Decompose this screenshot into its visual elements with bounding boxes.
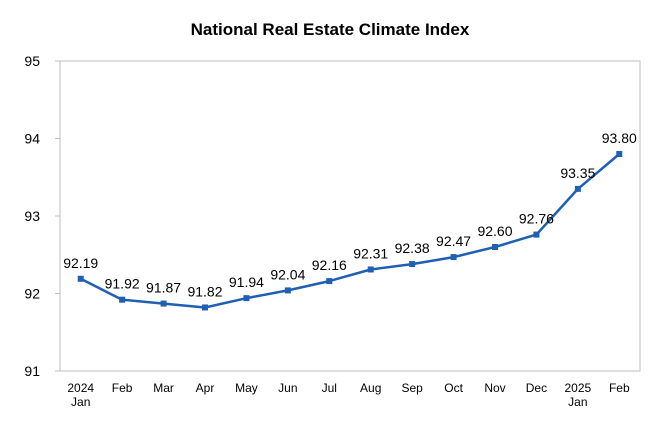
x-tick-label: Dec: [526, 381, 547, 395]
x-tick-label: Oct: [444, 381, 463, 395]
x-tick-label: Jul: [322, 381, 337, 395]
data-point: [284, 287, 291, 294]
data-label: 93.80: [602, 130, 637, 146]
x-tick-label: Jan: [71, 395, 90, 409]
data-point: [492, 244, 498, 250]
data-label: 92.38: [395, 240, 430, 256]
data-point: [409, 261, 416, 268]
data-point: [77, 275, 84, 282]
data-point: [326, 278, 333, 285]
data-point: [450, 254, 457, 261]
series-line: [80, 153, 621, 309]
data-label: 91.94: [229, 274, 264, 290]
x-tick-label: May: [235, 381, 258, 395]
data-label: 93.35: [560, 165, 595, 181]
x-tick-label: Nov: [484, 381, 505, 395]
data-label: 91.87: [146, 280, 181, 296]
data-label: 91.82: [187, 283, 222, 299]
data-label: 92.16: [312, 257, 347, 273]
data-point: [243, 295, 250, 302]
x-tick-label: Apr: [196, 381, 215, 395]
data-label: 92.76: [519, 211, 554, 227]
data-point: [160, 300, 167, 307]
y-tick-label: 91: [24, 363, 40, 379]
x-tick-label: 2024: [67, 381, 94, 395]
data-label: 92.60: [477, 223, 512, 239]
data-point: [119, 296, 126, 303]
data-label: 92.19: [63, 255, 98, 271]
y-tick-label: 94: [24, 131, 40, 147]
x-tick-label: Feb: [609, 381, 630, 395]
x-tick-label: Aug: [360, 381, 381, 395]
y-tick-label: 92: [24, 286, 40, 302]
x-tick-label: Feb: [112, 381, 133, 395]
x-tick-label: Jun: [278, 381, 297, 395]
x-tick-label: Sep: [401, 381, 423, 395]
chart-title: National Real Estate Climate Index: [190, 20, 470, 39]
data-label: 92.31: [353, 245, 388, 261]
y-tick-label: 95: [24, 53, 40, 69]
data-point: [202, 304, 208, 311]
x-tick-label: 2025: [565, 381, 592, 395]
data-point: [367, 266, 374, 273]
data-label: 91.92: [105, 276, 140, 292]
data-point: [574, 185, 581, 192]
data-point: [616, 151, 623, 157]
data-label: 92.47: [436, 233, 471, 249]
data-point: [533, 231, 540, 238]
x-tick-label: Jan: [568, 395, 587, 409]
y-tick-label: 93: [24, 208, 40, 224]
data-label: 92.04: [270, 266, 305, 282]
x-tick-label: Mar: [153, 381, 174, 395]
